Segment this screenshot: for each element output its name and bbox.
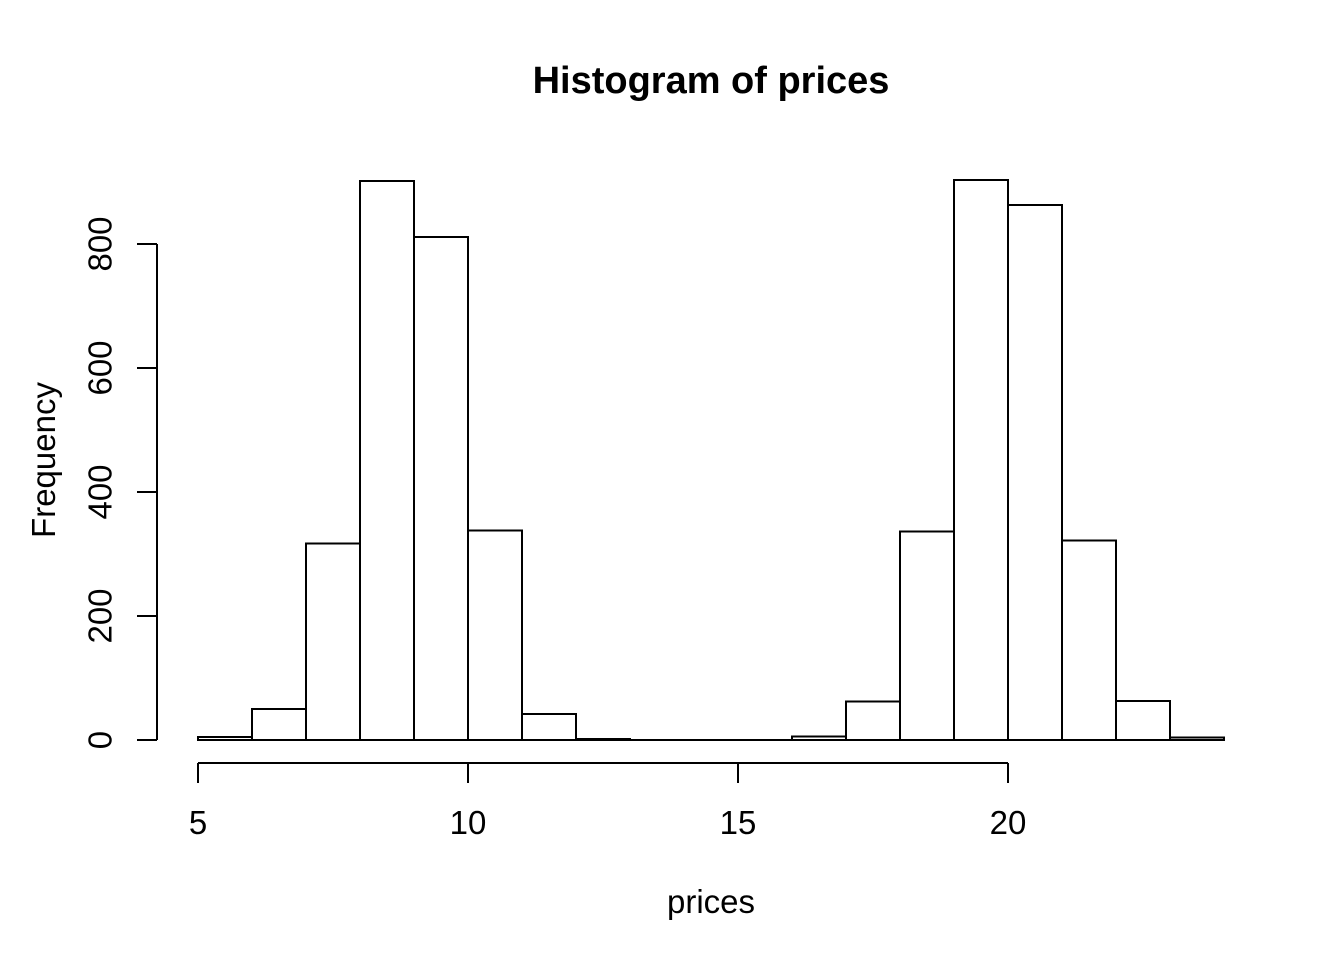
x-axis-label: prices [667,883,755,920]
y-axis-label: Frequency [25,382,62,538]
histogram-bar [251,708,307,741]
histogram-bar [791,735,847,742]
histogram-bars [197,179,1225,742]
histogram-bar [197,735,253,742]
y-tick-label: 0 [82,731,119,749]
histogram-bar [305,542,361,742]
histogram-bar [845,700,901,741]
histogram-bar [1115,699,1171,742]
histogram-bar [413,236,469,741]
histogram-bar [1169,736,1225,742]
histogram-bar [467,529,523,741]
histogram-bar [1061,539,1117,741]
x-tick-label: 20 [990,804,1027,841]
x-axis: 5 10 15 20 [189,762,1027,841]
histogram-bar [521,712,577,742]
y-tick-label: 400 [82,464,119,519]
histogram-bar [899,530,955,741]
y-tick-label: 200 [82,588,119,643]
x-tick-label: 10 [450,804,487,841]
histogram-bar [1007,203,1063,741]
x-tick-label: 15 [720,804,757,841]
histogram-bar [953,179,1009,741]
chart-title: Histogram of prices [533,60,890,102]
y-tick-label: 800 [82,216,119,271]
y-axis: 0 200 400 600 800 [82,216,158,749]
x-tick-label: 5 [189,804,207,841]
y-tick-label: 600 [82,340,119,395]
histogram-bar [359,179,415,741]
histogram-bar [575,737,631,742]
